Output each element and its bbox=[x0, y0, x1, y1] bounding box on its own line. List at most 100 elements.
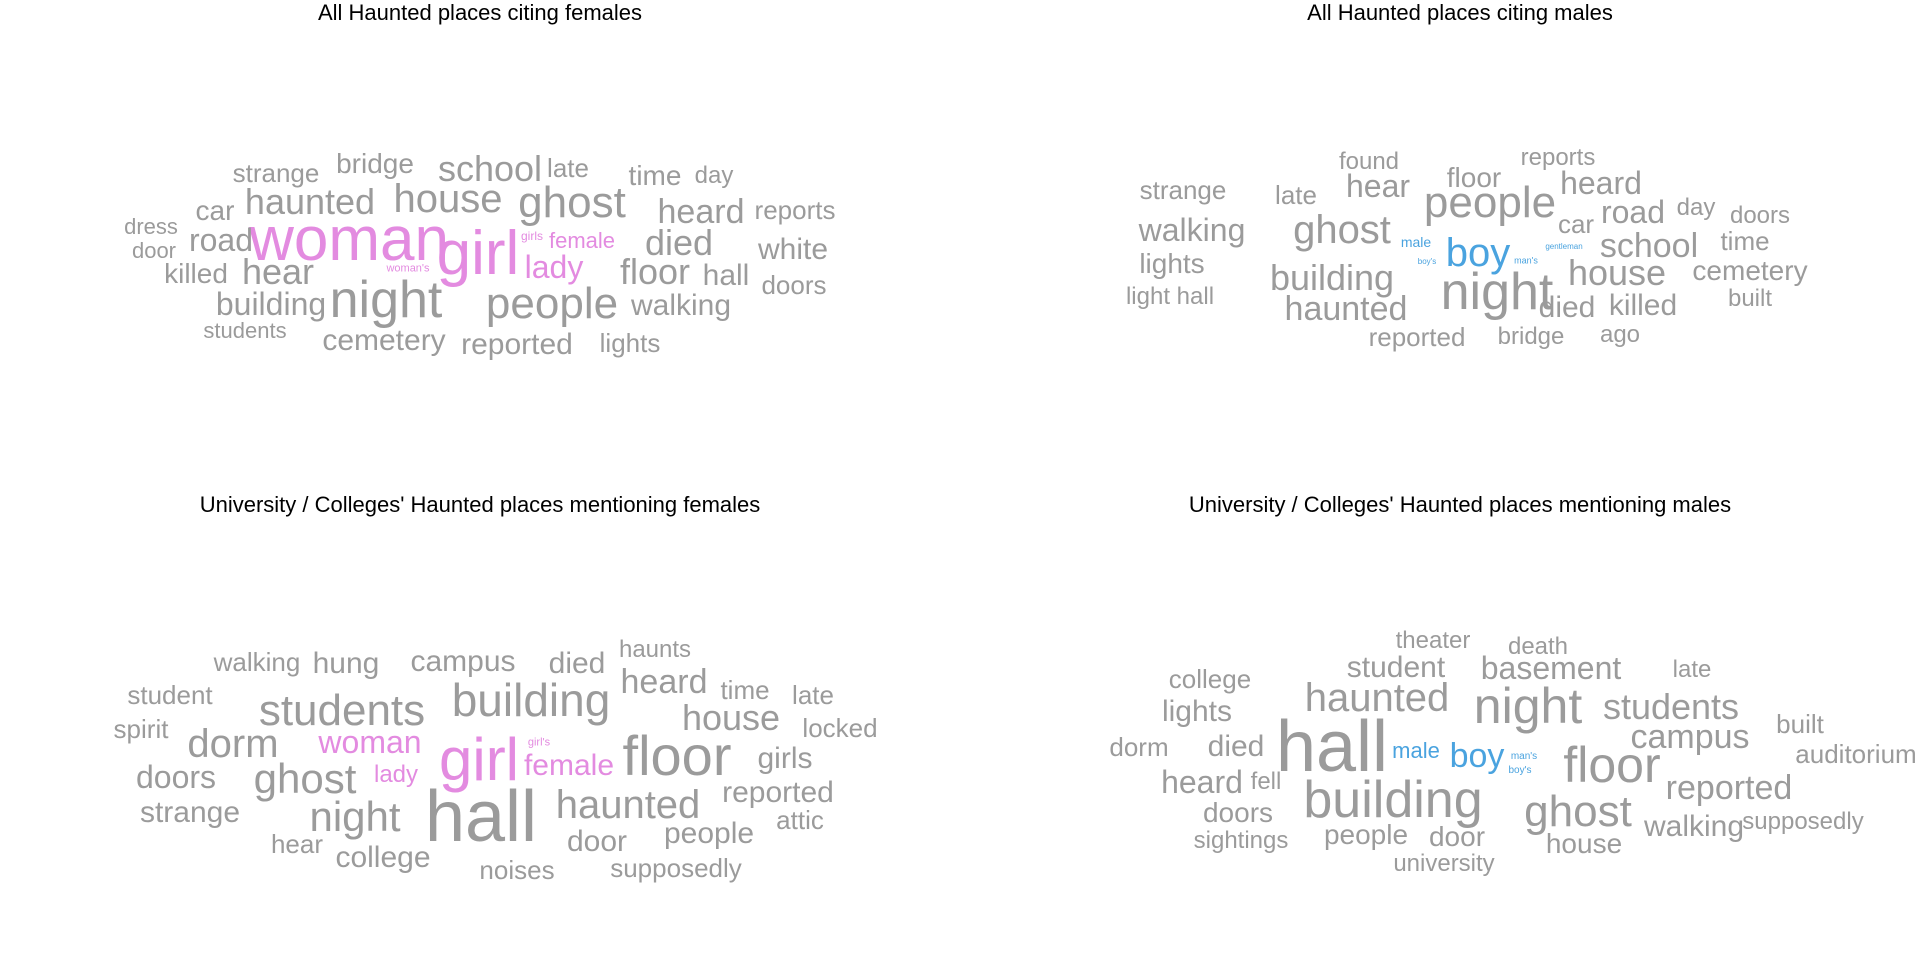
cloud-word: ghost bbox=[253, 755, 357, 802]
cloud-word: reported bbox=[1368, 322, 1466, 352]
wordcloud: girl woman female lady girl's hall floor buildi… bbox=[0, 492, 960, 972]
cloud-word: lights bbox=[1139, 248, 1205, 279]
cloud-word: haunted bbox=[244, 181, 376, 222]
cloud-word: built bbox=[1776, 709, 1824, 739]
cloud-word: hear bbox=[270, 829, 324, 859]
cloud-word: fell bbox=[1250, 768, 1282, 795]
cloud-word: night bbox=[329, 271, 443, 329]
cloud-word: girl bbox=[438, 726, 520, 793]
cloud-word: haunted bbox=[555, 783, 701, 827]
cloud-word: campus bbox=[1630, 718, 1750, 756]
cloud-word: attic bbox=[776, 805, 824, 835]
cloud-word: died bbox=[1207, 730, 1265, 763]
cloud-word: spirit bbox=[113, 714, 169, 744]
cloud-word: girl bbox=[436, 219, 520, 288]
cloud-word: door bbox=[131, 238, 177, 263]
cloud-word: bridge bbox=[1497, 323, 1565, 350]
cloud-word: hung bbox=[312, 647, 380, 680]
cloud-word: house bbox=[1567, 252, 1667, 293]
cloud-word: house bbox=[393, 177, 503, 221]
cloud-word: man's bbox=[1514, 255, 1538, 266]
cloud-word: lights bbox=[1161, 695, 1233, 728]
cloud-word: student bbox=[127, 680, 213, 710]
cloud-word: female bbox=[523, 749, 615, 782]
cloud-word: student bbox=[1346, 651, 1446, 684]
cloud-word: ago bbox=[1599, 321, 1641, 348]
cloud-word: students bbox=[258, 686, 426, 735]
cloud-word: building bbox=[1269, 257, 1395, 298]
cloud-word: time bbox=[628, 160, 682, 191]
cloud-word: college bbox=[335, 841, 431, 874]
cloud-word: floor bbox=[622, 724, 732, 787]
cloud-word: died bbox=[1538, 291, 1596, 324]
cloud-word: night bbox=[1473, 678, 1583, 734]
cloud-word: male bbox=[1400, 234, 1432, 250]
cloud-word: lady bbox=[524, 249, 584, 285]
cloud-word: bridge bbox=[336, 148, 414, 179]
cloud-word: boy bbox=[1445, 231, 1511, 275]
cloud-word: hear bbox=[241, 251, 315, 292]
cloud-word: dorm bbox=[1109, 732, 1169, 762]
cloud-word: basement bbox=[1480, 650, 1622, 686]
chart-title: All Haunted places citing males bbox=[1307, 0, 1613, 25]
cloud-word: light hall bbox=[1125, 283, 1215, 310]
cloud-word: doors bbox=[1202, 797, 1274, 828]
cloud-word: road bbox=[188, 222, 254, 258]
cloud-word: woman bbox=[318, 724, 422, 760]
cloud-word: people bbox=[663, 817, 755, 850]
cloud-word: auditorium bbox=[1795, 739, 1917, 769]
cloud-word: students bbox=[1602, 686, 1740, 727]
wordcloud: boy male man's boy's hall building night floor g… bbox=[980, 492, 1920, 972]
cloud-word: building bbox=[451, 674, 611, 726]
cloud-word: night bbox=[309, 793, 401, 840]
cloud-word: floor bbox=[619, 251, 691, 292]
cloud-word: late bbox=[1275, 180, 1317, 210]
cloud-word: dorm bbox=[187, 722, 279, 766]
cloud-word: time bbox=[1720, 226, 1770, 256]
cloud-word: walking bbox=[1138, 212, 1246, 248]
cloud-word: time bbox=[720, 675, 770, 705]
cloud-word: building bbox=[215, 286, 327, 322]
cloud-word: haunted bbox=[1284, 290, 1408, 328]
cloud-word: heard bbox=[620, 663, 708, 701]
cloud-word: death bbox=[1507, 633, 1569, 660]
cloud-word: people bbox=[1323, 819, 1409, 850]
cloud-word: cemetery bbox=[1692, 255, 1808, 286]
cloud-word: sightings bbox=[1193, 827, 1289, 854]
cloud-word: boy bbox=[1449, 737, 1505, 775]
cloud-word: day bbox=[694, 162, 734, 189]
cloud-word: doors bbox=[135, 759, 217, 795]
cloud-word: ghost bbox=[1293, 208, 1391, 252]
cloud-word: found bbox=[1338, 148, 1400, 175]
cloud-word: noises bbox=[479, 855, 555, 885]
cloud-word: walking bbox=[630, 289, 732, 322]
cloud-word: road bbox=[1600, 194, 1666, 230]
cloud-word: killed bbox=[1608, 289, 1678, 322]
cloud-word: university bbox=[1393, 850, 1495, 877]
cloud-word: man's bbox=[1510, 751, 1538, 762]
cloud-word: late bbox=[1672, 656, 1712, 683]
cloud-word: heard bbox=[1161, 764, 1243, 800]
chart-title: All Haunted places citing females bbox=[317, 0, 643, 25]
cloud-word: car bbox=[1557, 209, 1595, 239]
cloud-word: hall bbox=[1275, 707, 1389, 787]
cloud-word: theater bbox=[1395, 627, 1471, 654]
cloud-word: died bbox=[644, 222, 714, 263]
cloud-word: house bbox=[1545, 828, 1623, 859]
cloud-word: locked bbox=[802, 713, 878, 743]
cloud-word: door bbox=[566, 825, 628, 858]
cloud-word: strange bbox=[1139, 175, 1227, 205]
cloud-word: male bbox=[1392, 738, 1440, 763]
cloud-word: supposedly bbox=[1742, 808, 1864, 835]
cloud-word: reports bbox=[1520, 144, 1596, 171]
chart-title: University / Colleges' Haunted places me… bbox=[199, 492, 761, 517]
cloud-word: cemetery bbox=[322, 324, 446, 357]
cloud-word: girl's bbox=[527, 736, 551, 749]
cloud-word: hall bbox=[424, 777, 538, 857]
cloud-word: boy's bbox=[1417, 257, 1437, 266]
cloud-word: strange bbox=[232, 158, 320, 188]
cloud-word: door bbox=[1428, 821, 1486, 852]
cloud-word: girls bbox=[520, 229, 544, 243]
cloud-word: white bbox=[757, 233, 829, 266]
cloud-word: doors bbox=[1729, 202, 1791, 229]
